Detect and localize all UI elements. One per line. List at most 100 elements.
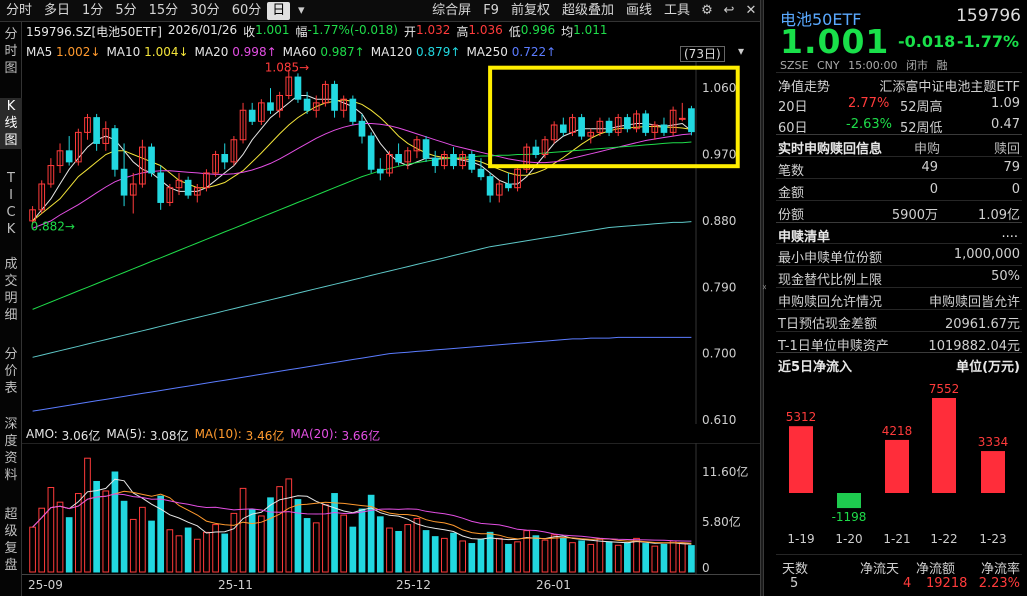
back-icon[interactable]: ↩ [723, 3, 735, 18]
inflow-bar [932, 398, 956, 493]
candle [312, 95, 320, 118]
days-badge[interactable]: (73日) [680, 46, 725, 62]
expand-arrow-icon[interactable]: » [762, 282, 768, 293]
footer-header: 天数 [782, 562, 809, 577]
side-tab-char: 价 [4, 364, 18, 379]
amo-ma10-line [32, 490, 692, 544]
volume-bar [505, 543, 512, 573]
time: 15:00:00 [848, 59, 898, 72]
gear-icon[interactable]: ⚙ [701, 3, 713, 18]
candle-body-up [386, 154, 393, 174]
candle [221, 143, 229, 170]
candle [541, 136, 549, 159]
candle [193, 184, 201, 203]
candle [523, 143, 531, 173]
side-tab-trade-details[interactable]: 成交明细 [0, 256, 22, 324]
side-tab-char: K [6, 99, 16, 114]
candle-body-up [404, 150, 412, 163]
candle-body-up [413, 139, 421, 152]
candle [367, 132, 375, 173]
volume-bar [633, 537, 640, 573]
side-tab-super-review[interactable]: 超级复盘 [0, 506, 22, 574]
volume-bar [523, 530, 531, 573]
volume-bar [285, 478, 293, 573]
amo-ma20-label: MA(20): [290, 427, 338, 441]
last-price: 1.001 [780, 22, 890, 61]
chevron-down-icon[interactable]: ▾ [297, 3, 305, 18]
period-tab-15min[interactable]: 15分 [148, 2, 179, 18]
volume-bar [514, 541, 521, 573]
candle [578, 113, 585, 140]
volume-bar [248, 509, 256, 573]
volume-bar [312, 522, 320, 573]
sub-row-shares: 份额 5900万 1.09亿 [776, 200, 1022, 223]
volume-bar [84, 457, 91, 573]
row-label: 金额 [778, 186, 805, 201]
candle-body-down [431, 157, 439, 167]
volume-bar [148, 520, 155, 573]
volume-bar [367, 494, 375, 573]
candle [129, 172, 137, 214]
candle-body-up [129, 183, 137, 196]
period-tab-60min[interactable]: 60分 [231, 2, 262, 18]
row-value: 1,000,000 [953, 247, 1020, 262]
period-tab-1min[interactable]: 1分 [82, 2, 104, 18]
side-tab-price-table[interactable]: 分价表 [0, 346, 22, 397]
period-tab-daily[interactable]: 日 [267, 1, 291, 20]
candle-body-up [203, 172, 210, 189]
footer-header: 净流额 [916, 562, 956, 577]
period-tab-multiday[interactable]: 多日 [44, 2, 71, 18]
volume-bar [93, 480, 100, 573]
date-label: 25-11 [218, 578, 253, 592]
candle [258, 99, 265, 125]
ma250-line [32, 336, 692, 412]
candle [688, 105, 695, 136]
volume-bar [340, 514, 348, 573]
panel-splitter[interactable] [760, 0, 764, 596]
volume-chart[interactable]: 11.60亿 5.80亿 0 [22, 443, 760, 574]
candle-body-down [184, 179, 192, 196]
side-tab-intraday[interactable]: 分时图 [0, 26, 22, 77]
amo-ma10-value: 3.46亿 [245, 429, 285, 443]
candle-body-up [614, 117, 622, 133]
candle-body-up [569, 117, 576, 133]
side-tab-char: 分 [4, 347, 18, 362]
inflow-bar [885, 439, 909, 493]
candle-body-down [331, 83, 338, 111]
volume-bar [56, 501, 64, 573]
candlestick-chart[interactable]: 1.060 0.970 0.880 0.790 0.700 0.610 1.085→ 0.88… [22, 62, 760, 424]
candle [514, 165, 521, 192]
candle [93, 113, 100, 151]
tool-forward-adjust[interactable]: 前复权 [510, 2, 550, 18]
tool-tools[interactable]: 工具 [663, 2, 690, 18]
tool-super-overlay[interactable]: 超级叠加 [561, 2, 614, 18]
tool-draw-line[interactable]: 画线 [625, 2, 652, 18]
more-button[interactable]: .... [1001, 226, 1018, 241]
tool-composite-screen[interactable]: 综合屏 [432, 2, 472, 18]
candle-body-up [651, 124, 659, 133]
tool-f9[interactable]: F9 [483, 2, 499, 18]
period-tab-30min[interactable]: 30分 [190, 2, 220, 18]
side-tab-depth-data[interactable]: 深度资料 [0, 416, 22, 484]
nav-row[interactable]: 净值走势 汇添富中证电池主题ETF [776, 72, 1022, 95]
candle-body-up [441, 154, 448, 167]
candle-body-down [450, 154, 457, 167]
candle [495, 180, 503, 203]
d20-label: 20日 [778, 100, 808, 115]
chevron-down-icon[interactable]: ▾ [738, 44, 745, 58]
amo-value: 3.06亿 [61, 429, 101, 443]
side-tab-char: 度 [4, 434, 18, 449]
period-tab-intraday[interactable]: 分时 [6, 2, 33, 18]
price-axis-label: 0.610 [702, 413, 736, 424]
price-axis-label: 0.700 [702, 347, 736, 361]
period-tab-5min[interactable]: 5分 [115, 2, 137, 18]
volume-bar [175, 535, 183, 573]
candle [413, 136, 421, 159]
flow-footer-values: 5 4 19218 2.23% [776, 573, 1022, 595]
footer-value: 5 [790, 576, 799, 591]
candle-body-down [642, 113, 650, 133]
candle-body-up [285, 76, 293, 96]
close-icon[interactable]: ✕ [745, 3, 757, 18]
